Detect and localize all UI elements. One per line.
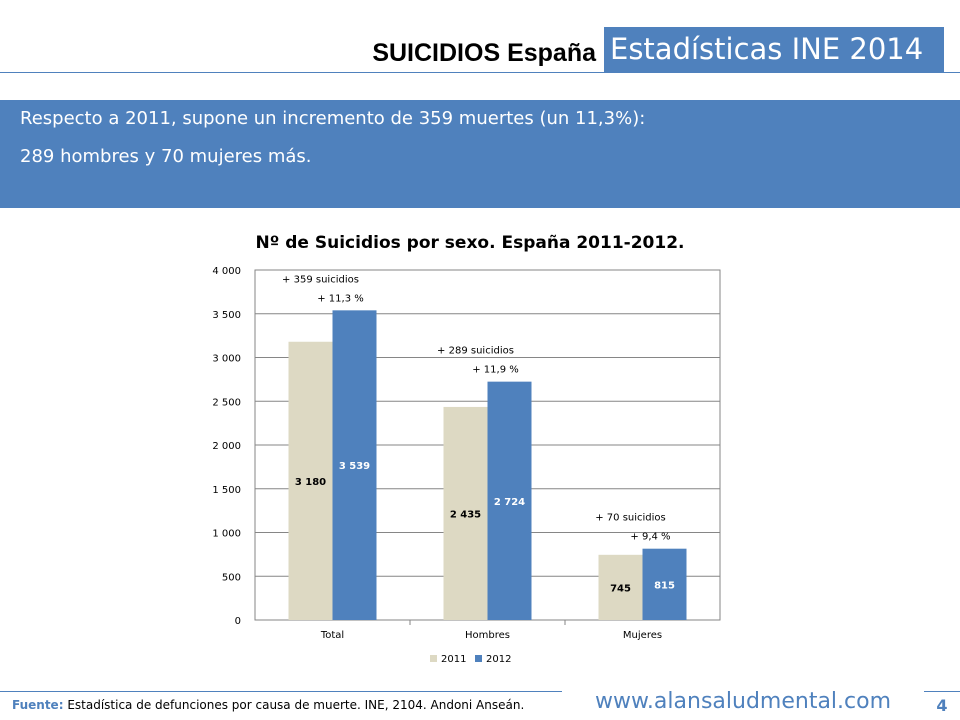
legend: 2011 2012 <box>430 654 511 665</box>
data-label: 3 180 <box>295 477 326 488</box>
y-tick-label: 4 000 <box>212 266 241 277</box>
title-divider <box>0 72 960 73</box>
annotation-percent: + 11,3 % <box>317 293 364 304</box>
bar-2012-mujeres <box>642 548 687 620</box>
x-tick-label: Hombres <box>465 630 510 641</box>
y-tick-label: 0 <box>235 616 241 627</box>
data-label: 2 724 <box>494 497 525 508</box>
annotations: + 359 suicidios + 11,3 % + 289 suicidios + … <box>282 274 671 542</box>
suicides-bar-chart: Nº de Suicidios por sexo. España 2011-20… <box>212 233 721 665</box>
data-label: 3 539 <box>339 461 370 472</box>
y-tick-label: 1 000 <box>212 529 241 540</box>
summary-banner: Respecto a 2011, supone un incremento de… <box>0 100 960 208</box>
data-label: 815 <box>654 580 675 591</box>
y-tick-label: 500 <box>222 572 241 583</box>
x-tick-label: Mujeres <box>623 630 662 641</box>
annotation-count: + 289 suicidios <box>437 346 514 357</box>
slide-title-right: Estadísticas INE 2014 <box>604 27 944 72</box>
legend-swatch-2012 <box>475 655 482 662</box>
annotation-percent: + 11,9 % <box>472 365 519 376</box>
data-label: 2 435 <box>450 509 481 520</box>
summary-line-1: Respecto a 2011, supone un incremento de… <box>20 108 646 129</box>
summary-line-2: 289 hombres y 70 mujeres más. <box>20 146 312 167</box>
annotation-percent: + 9,4 % <box>630 532 670 543</box>
legend-label: 2012 <box>486 654 511 665</box>
slide-title-left: SUICIDIOS España <box>372 39 596 67</box>
y-tick-label: 1 500 <box>212 485 241 496</box>
x-tick-label: Total <box>320 630 344 641</box>
bar-2011-total <box>288 341 333 620</box>
annotation-count: + 359 suicidios <box>282 274 359 285</box>
y-tick-label: 3 000 <box>212 354 241 365</box>
legend-swatch-2011 <box>430 655 437 662</box>
footer-source: Fuente: Estadística de defunciones por c… <box>12 698 524 712</box>
y-tick-label: 3 500 <box>212 310 241 321</box>
annotation-count: + 70 suicidios <box>595 513 666 524</box>
website-link[interactable]: www.alansaludmental.com <box>562 689 924 720</box>
data-label: 745 <box>610 583 631 594</box>
chart-title: Nº de Suicidios por sexo. España 2011-20… <box>256 233 685 253</box>
source-text: Estadística de defunciones por causa de … <box>63 698 525 712</box>
footer-divider <box>0 691 960 692</box>
legend-label: 2011 <box>441 654 466 665</box>
bar-2011-hombres <box>443 406 488 620</box>
bar-2012-total <box>332 310 377 620</box>
bar-2012-hombres <box>487 381 532 620</box>
y-tick-label: 2 000 <box>212 441 241 452</box>
page-number: 4 <box>936 696 948 715</box>
source-label: Fuente: <box>12 698 64 712</box>
bar-2011-mujeres <box>598 554 643 620</box>
bars: 3 180 3 539 2 435 2 724 745 815 <box>288 310 687 620</box>
y-tick-label: 2 500 <box>212 397 241 408</box>
